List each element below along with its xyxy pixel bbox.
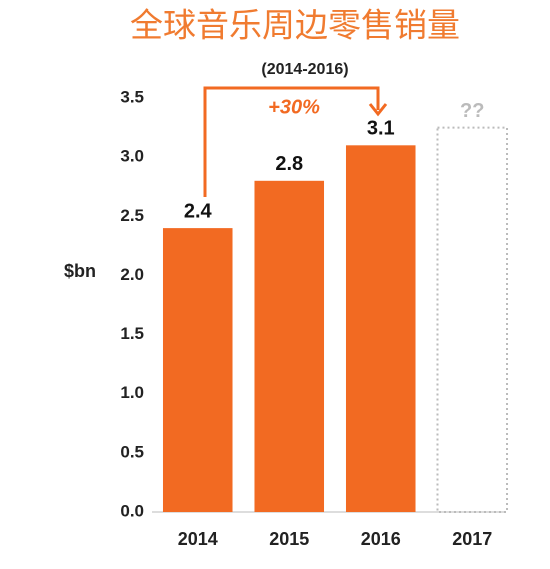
bar	[345, 145, 416, 513]
y-tick-label: 2.0	[120, 265, 144, 284]
annotation-arrow	[203, 86, 380, 197]
bar	[254, 180, 325, 513]
y-tick-label: 3.0	[120, 147, 144, 166]
value-label: 3.1	[367, 118, 395, 140]
chart-title: 全球音乐周边零售销量	[130, 7, 460, 44]
bar	[162, 228, 233, 512]
y-axis-label: $bn	[64, 261, 96, 281]
chart-subtitle: (2014-2016)	[261, 61, 348, 78]
y-tick-label: 2.5	[120, 206, 144, 225]
y-tick-label: 0.0	[120, 501, 144, 520]
placeholder-bar	[436, 126, 509, 513]
y-tick-label: 0.5	[120, 442, 144, 461]
x-tick-label: 2014	[178, 529, 218, 549]
y-tick-label: 1.5	[120, 324, 144, 343]
value-label: 2.8	[275, 153, 303, 175]
value-label: 2.4	[184, 200, 213, 222]
arrow-head	[368, 103, 388, 117]
y-tick-label: 1.0	[120, 383, 144, 402]
y-tick-label: 3.5	[120, 87, 144, 106]
annotation: +30%	[268, 96, 320, 118]
placeholder-label: ??	[460, 100, 484, 122]
x-tick-label: 2016	[361, 529, 401, 549]
x-tick-label: 2015	[269, 529, 309, 549]
x-tick-label: 2017	[452, 529, 492, 549]
